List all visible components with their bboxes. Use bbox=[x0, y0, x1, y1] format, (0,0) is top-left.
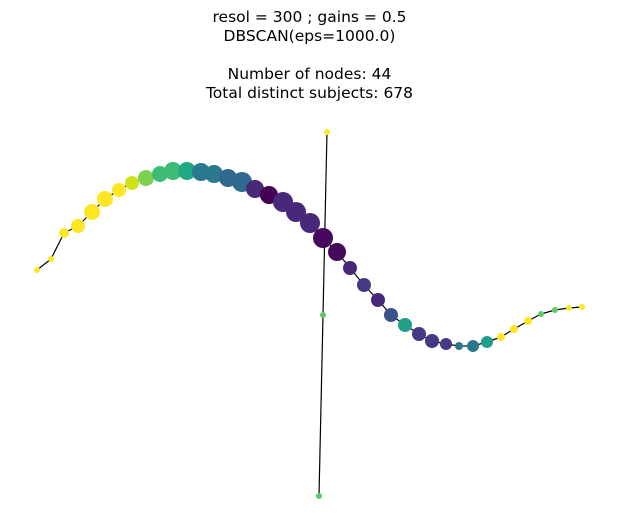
graph-node bbox=[328, 243, 346, 261]
graph-nodes bbox=[34, 129, 585, 499]
graph-node bbox=[205, 165, 223, 183]
graph-node bbox=[320, 312, 326, 318]
title-line-subjects: Total distinct subjects: 678 bbox=[205, 84, 414, 102]
graph-node bbox=[152, 166, 168, 182]
graph-node bbox=[440, 338, 452, 350]
graph-node bbox=[178, 162, 196, 180]
graph-node bbox=[497, 333, 505, 341]
graph-node bbox=[246, 180, 264, 198]
graph-node bbox=[112, 183, 126, 197]
graph-node bbox=[538, 311, 544, 317]
graph-node bbox=[467, 340, 479, 352]
graph-edge bbox=[322, 131, 328, 316]
graph-node bbox=[579, 304, 585, 310]
graph-node bbox=[481, 336, 493, 348]
graph-node bbox=[84, 204, 100, 220]
graph-node bbox=[412, 327, 426, 341]
graph-node bbox=[300, 213, 320, 233]
graph-node bbox=[343, 261, 357, 275]
graph-node bbox=[371, 293, 385, 307]
graph-node bbox=[164, 162, 182, 180]
graph-node bbox=[125, 176, 139, 190]
graph-node bbox=[398, 318, 412, 332]
chart-title: resol = 300 ; gains = 0.5 DBSCAN(eps=100… bbox=[0, 8, 619, 103]
graph-node bbox=[566, 305, 572, 311]
graph-node bbox=[59, 228, 69, 238]
title-line-nodes: Number of nodes: 44 bbox=[227, 65, 392, 83]
graph-edge bbox=[318, 314, 324, 497]
graph-node bbox=[138, 170, 154, 186]
graph-node bbox=[313, 228, 333, 248]
graph-node bbox=[34, 267, 40, 273]
graph-node bbox=[97, 191, 113, 207]
title-line-params: resol = 300 ; gains = 0.5 bbox=[212, 8, 407, 26]
graph-node bbox=[425, 334, 439, 348]
graph-node bbox=[552, 307, 558, 313]
graph-node bbox=[524, 317, 532, 325]
graph-node bbox=[357, 278, 371, 292]
graph-node bbox=[48, 256, 54, 262]
graph-node bbox=[316, 493, 322, 499]
title-line-clusterer: DBSCAN(eps=1000.0) bbox=[223, 27, 396, 45]
graph-node bbox=[510, 325, 518, 333]
graph-node bbox=[286, 202, 306, 222]
graph-node bbox=[71, 219, 85, 233]
graph-node bbox=[455, 342, 463, 350]
graph-node bbox=[384, 308, 398, 322]
graph-node bbox=[324, 129, 330, 135]
